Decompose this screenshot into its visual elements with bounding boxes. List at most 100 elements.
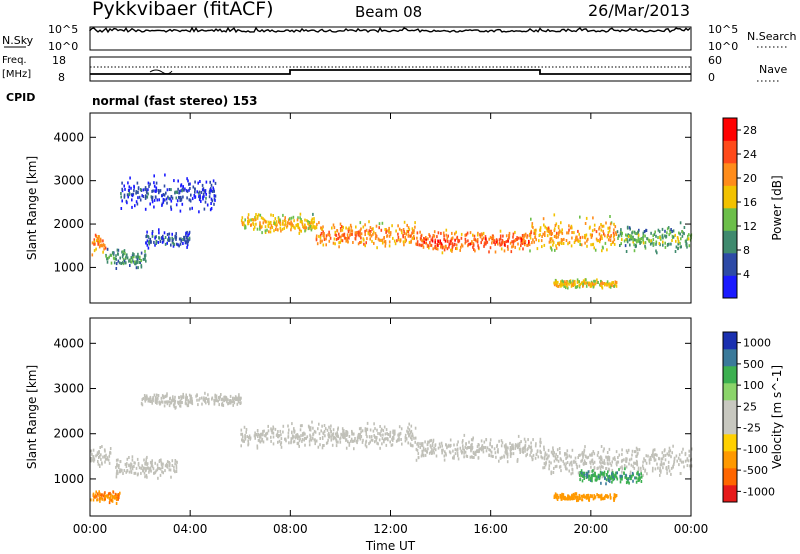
power-cell — [653, 232, 656, 236]
power-cell — [443, 248, 446, 252]
power-cell — [563, 284, 565, 288]
power-cell — [133, 185, 135, 189]
power-cell — [668, 242, 670, 246]
power-cell — [644, 234, 646, 238]
velocity-cell — [122, 472, 124, 475]
power-cell — [528, 243, 531, 247]
power-cell — [168, 238, 171, 242]
nsearch-tick-bottom: 10^0 — [708, 40, 738, 53]
power-cell — [566, 281, 569, 285]
velocity-cell — [240, 444, 242, 448]
velocity-cell — [498, 459, 500, 463]
velocity-cell — [120, 468, 122, 472]
velocity-cell — [218, 396, 220, 399]
power-cell — [551, 232, 553, 235]
velocity-cell — [491, 445, 493, 449]
velocity-cell — [424, 453, 427, 457]
velocity-cell — [521, 447, 524, 451]
velocity-cell — [385, 443, 388, 447]
colorbar-tick-label: -500 — [743, 464, 768, 477]
velocity-cell — [259, 440, 262, 444]
velocity-cell — [606, 451, 609, 454]
power-cell — [172, 244, 175, 248]
power-cell — [94, 233, 97, 237]
power-cell — [608, 284, 610, 288]
power-cell — [102, 239, 104, 243]
velocity-cell — [590, 459, 593, 463]
power-cell — [126, 256, 129, 260]
velocity-cell — [463, 433, 466, 437]
velocity-cell — [173, 468, 175, 472]
power-cell — [420, 238, 423, 242]
power-cell — [609, 282, 611, 286]
power-cell — [471, 240, 473, 244]
power-cell — [164, 242, 167, 246]
velocity-cell — [175, 466, 178, 470]
velocity-cell — [345, 438, 347, 442]
power-cell — [359, 233, 361, 237]
power-cell — [612, 240, 614, 244]
velocity-cell — [661, 451, 664, 455]
velocity-cell — [313, 429, 316, 433]
power-cell — [338, 241, 340, 245]
power-cell — [117, 252, 119, 256]
velocity-cell — [659, 466, 661, 470]
velocity-cell — [153, 393, 156, 397]
power-cell — [620, 234, 623, 238]
velocity-cell — [224, 398, 226, 402]
velocity-cell — [599, 473, 601, 477]
power-cell — [178, 196, 181, 200]
velocity-cell — [99, 446, 101, 449]
power-cell — [241, 216, 244, 220]
velocity-cell — [584, 495, 587, 499]
velocity-cell — [187, 404, 190, 408]
velocity-cell — [645, 461, 648, 465]
power-cell — [500, 247, 503, 251]
power-cell — [600, 282, 602, 286]
power-cell — [333, 226, 336, 230]
velocity-cell — [155, 393, 158, 397]
velocity-cell — [613, 495, 616, 499]
power-cell — [593, 246, 595, 250]
power-cell — [144, 256, 146, 260]
velocity-cell — [150, 461, 153, 465]
power-cell — [445, 233, 448, 237]
power-cell — [401, 231, 403, 235]
velocity-cell — [140, 466, 142, 470]
power-cell — [120, 262, 122, 265]
power-cell — [688, 233, 690, 237]
power-cell — [593, 223, 596, 227]
power-cell — [147, 188, 149, 192]
power-cell — [319, 236, 322, 240]
power-cell — [153, 174, 155, 178]
velocity-cell — [254, 433, 257, 437]
velocity-cell — [430, 445, 432, 449]
power-cell — [443, 234, 445, 238]
velocity-cell — [382, 429, 385, 433]
power-cell — [451, 248, 453, 251]
power-cell — [171, 239, 174, 242]
power-cell — [348, 226, 350, 230]
y-tick-label: 3000 — [53, 174, 84, 188]
velocity-cell — [295, 434, 297, 438]
velocity-cell — [581, 474, 583, 477]
velocity-cell — [681, 450, 683, 454]
power-cell — [297, 226, 300, 229]
power-cell — [486, 240, 489, 244]
power-cell — [292, 224, 294, 227]
velocity-cell — [479, 447, 482, 451]
power-cell — [189, 199, 192, 203]
velocity-cell — [659, 463, 662, 467]
velocity-cell — [407, 431, 409, 434]
power-cell — [585, 284, 588, 288]
velocity-cell — [149, 396, 152, 400]
power-cell — [648, 240, 651, 243]
velocity-cell — [530, 450, 532, 454]
power-cell — [135, 255, 137, 259]
velocity-cell — [525, 454, 527, 458]
power-cell — [505, 234, 508, 238]
power-cell — [91, 241, 94, 245]
power-cell — [555, 246, 558, 250]
power-cell — [155, 186, 158, 190]
